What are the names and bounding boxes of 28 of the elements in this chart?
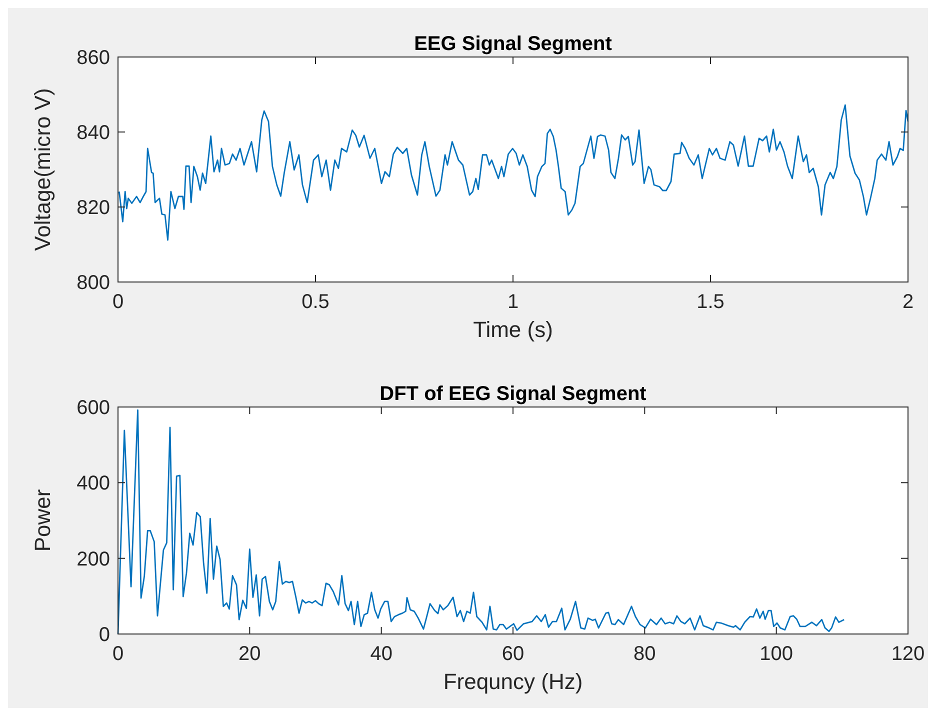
x-tick-label: 60 — [502, 643, 524, 665]
y-tick-label: 840 — [76, 122, 110, 144]
x-axis-title: Frequncy (Hz) — [443, 669, 583, 694]
x-tick-label: 120 — [891, 643, 925, 665]
y-tick-label: 600 — [76, 397, 110, 419]
y-tick-label: 820 — [76, 197, 110, 219]
y-tick-label: 0 — [98, 624, 110, 646]
x-tick-label: 1 — [507, 291, 519, 313]
y-tick-label: 860 — [76, 47, 110, 69]
y-tick-label: 800 — [76, 272, 110, 294]
line-series — [118, 104, 909, 241]
x-tick-label: 80 — [634, 643, 656, 665]
chart-title: EEG Signal Segment — [414, 33, 612, 55]
x-tick-label: 2 — [902, 291, 914, 313]
x-tick-label: 100 — [760, 643, 794, 665]
y-axis-title: Voltage(micro V) — [30, 88, 55, 251]
y-axis-title: Power — [30, 489, 55, 552]
x-tick-label: 0 — [112, 643, 124, 665]
y-tick-label: 400 — [76, 472, 110, 495]
x-tick-label: 20 — [238, 643, 261, 665]
x-tick-label: 0 — [112, 291, 124, 313]
chart-title: DFT of EEG Signal Segment — [380, 383, 647, 405]
x-tick-label: 40 — [370, 643, 392, 665]
x-tick-label: 1.5 — [696, 291, 724, 313]
y-tick-label: 200 — [76, 548, 110, 570]
x-axis-title: Time (s) — [473, 317, 553, 342]
x-tick-label: 0.5 — [302, 291, 330, 313]
line-series — [117, 409, 845, 635]
